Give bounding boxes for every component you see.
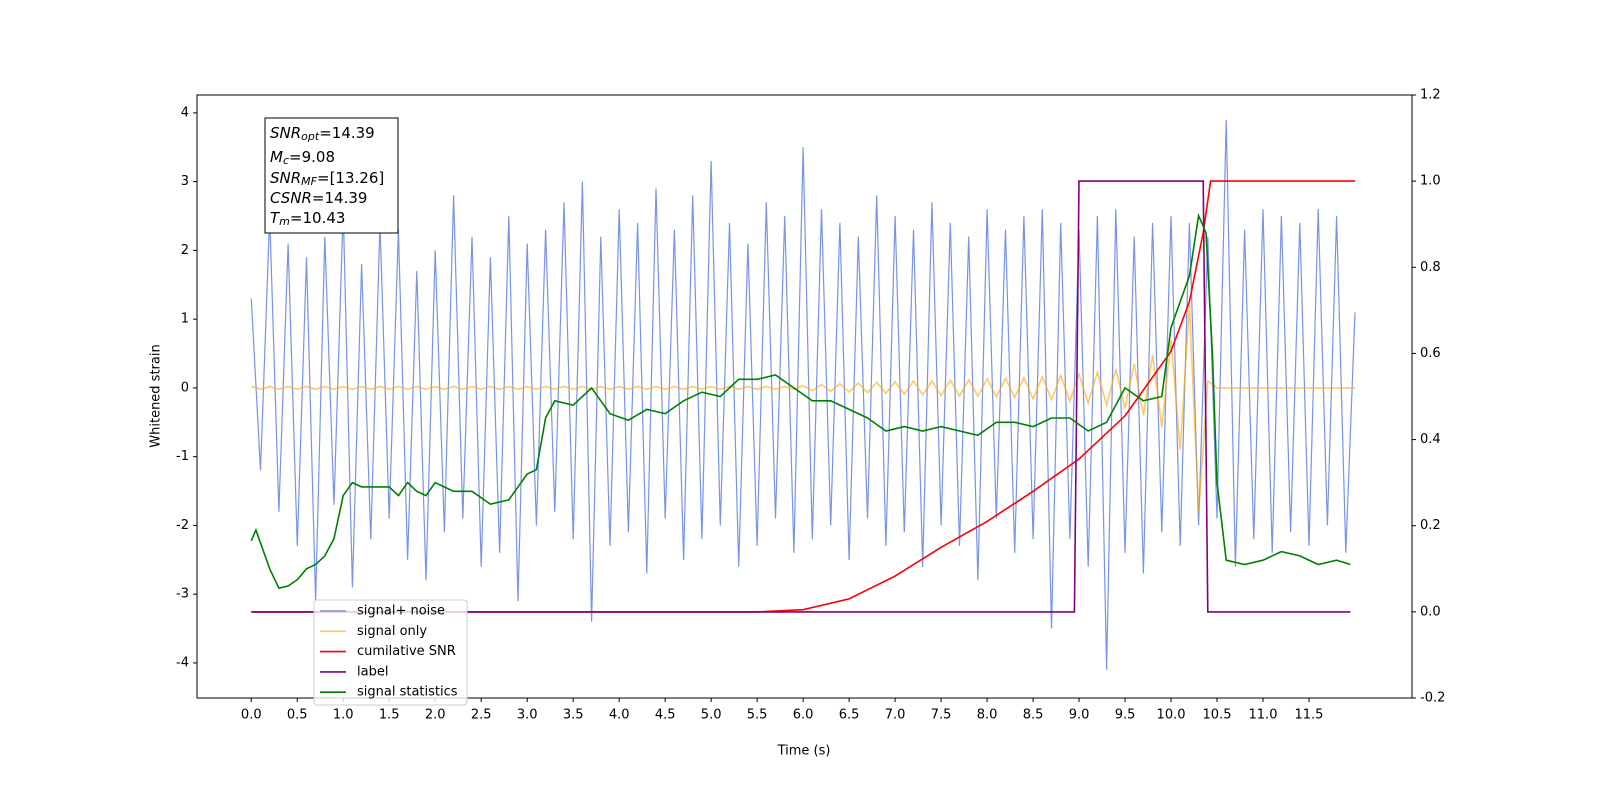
y2-tick-label: 1.0 xyxy=(1420,174,1441,189)
y-axis-label: Whitened strain xyxy=(149,344,164,447)
y2-tick-label: 1.2 xyxy=(1420,88,1441,103)
annotation-sub: MF xyxy=(301,175,317,188)
x-tick-label: 10.0 xyxy=(1157,708,1186,723)
x-tick-label: 8.0 xyxy=(977,708,998,723)
annotation-main: SNR xyxy=(270,124,301,142)
y-tick-label: 0 xyxy=(181,380,189,395)
legend-box xyxy=(313,599,468,706)
y-tick-label: -4 xyxy=(176,655,189,670)
x-tick-label: 9.5 xyxy=(1115,708,1136,723)
annotation-line: Mc=9.08 xyxy=(270,148,335,168)
y-tick-label: 1 xyxy=(181,312,189,327)
annotation-line: Tm=10.43 xyxy=(270,209,345,229)
series-line xyxy=(251,305,1355,512)
y-tick-label: -1 xyxy=(176,449,189,464)
y-tick-label: 4 xyxy=(181,105,189,120)
x-tick-label: 0.5 xyxy=(287,708,308,723)
annotation-sub: c xyxy=(283,154,289,167)
x-tick-label: 8.5 xyxy=(1023,708,1044,723)
y2-tick-label: 0.2 xyxy=(1420,518,1441,533)
annotation-line: SNRopt=14.39 xyxy=(270,124,375,144)
x-tick-label: 7.5 xyxy=(931,708,952,723)
y-tick-label: 2 xyxy=(181,243,189,258)
y2-tick-label: 0.4 xyxy=(1420,432,1441,447)
legend-label: label xyxy=(357,664,388,679)
legend-label: signal+ noise xyxy=(357,604,445,619)
x-axis-label: Time (s) xyxy=(777,744,831,759)
annotation-value: =9.08 xyxy=(289,148,335,166)
annotation-main: SNR xyxy=(270,169,301,187)
annotation-main: M xyxy=(270,148,283,166)
plot-frame xyxy=(196,94,1413,699)
x-tick-label: 0.0 xyxy=(241,708,262,723)
annotation-main: T xyxy=(270,209,281,227)
annotation-line: SNRMF=[13.26] xyxy=(270,169,384,189)
legend-label: signal statistics xyxy=(357,685,458,700)
annotation-sub: m xyxy=(279,215,290,228)
annotation-main: CSNR xyxy=(270,189,312,207)
y-tick-label: 3 xyxy=(181,174,189,189)
x-tick-label: 3.0 xyxy=(517,708,538,723)
x-tick-label: 7.0 xyxy=(885,708,906,723)
y2-tick-label: 0.8 xyxy=(1420,260,1441,275)
x-tick-label: 6.5 xyxy=(839,708,860,723)
x-tick-label: 6.0 xyxy=(793,708,814,723)
annotation-line: CSNR=14.39 xyxy=(270,189,367,207)
annotation: SNRopt=14.39Mc=9.08SNRMF=[13.26]CSNR=14.… xyxy=(270,124,384,229)
annotation-box xyxy=(264,117,399,234)
x-tick-label: 11.5 xyxy=(1295,708,1324,723)
legend-label: cumilative SNR xyxy=(357,644,456,659)
x-tick-label: 5.5 xyxy=(747,708,768,723)
x-tick-label: 3.5 xyxy=(563,708,584,723)
y-tick-label: -3 xyxy=(176,587,189,602)
y2-tick-label: -0.2 xyxy=(1420,691,1445,706)
series-line xyxy=(250,119,1356,670)
x-tick-label: 1.0 xyxy=(333,708,354,723)
x-tick-label: 11.0 xyxy=(1249,708,1278,723)
annotation-sub: opt xyxy=(301,130,320,143)
x-tick-label: 9.0 xyxy=(1069,708,1090,723)
legend-label: signal only xyxy=(357,624,427,639)
x-tick-label: 1.5 xyxy=(379,708,400,723)
series-line xyxy=(250,212,1351,590)
series-line xyxy=(251,180,1351,613)
y2-tick-label: 0.0 xyxy=(1420,604,1441,619)
x-tick-label: 5.0 xyxy=(701,708,722,723)
annotation-value: =10.43 xyxy=(290,209,346,227)
x-tick-label: 2.5 xyxy=(471,708,492,723)
annotation-value: =[13.26] xyxy=(317,169,384,187)
x-tick-label: 4.0 xyxy=(609,708,630,723)
x-tick-label: 2.0 xyxy=(425,708,446,723)
y-tick-label: -2 xyxy=(176,518,189,533)
annotation-value: =14.39 xyxy=(319,124,375,142)
x-tick-label: 10.5 xyxy=(1203,708,1232,723)
y2-tick-label: 0.6 xyxy=(1420,346,1441,361)
series-line xyxy=(251,180,1355,613)
annotation-value: =14.39 xyxy=(312,189,368,207)
x-tick-label: 4.5 xyxy=(655,708,676,723)
